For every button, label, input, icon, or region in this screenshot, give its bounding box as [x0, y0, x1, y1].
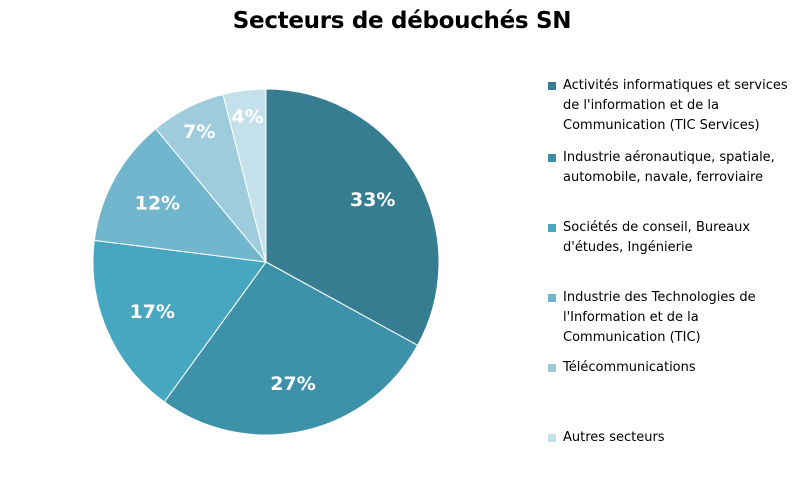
legend-label-6: Autres secteurs [563, 430, 665, 445]
legend-item-3: Sociétés de conseil, Bureaux d'études, I… [548, 218, 800, 258]
legend-swatch-5 [548, 364, 556, 372]
pie-slice-3 [92, 239, 267, 403]
slice-data-label-1: 33% [350, 189, 395, 211]
legend-swatch-3 [548, 224, 556, 232]
slice-data-label-4: 12% [135, 192, 180, 214]
legend-swatch-1 [548, 82, 556, 90]
pie-slice-4 [93, 127, 268, 263]
pie-slice-2 [163, 261, 419, 436]
legend-swatch-2 [548, 154, 556, 162]
pie-slice-6 [222, 88, 267, 263]
slice-data-label-5: 7% [183, 121, 215, 143]
legend-item-4: Industrie des Technologies de l'Informat… [548, 288, 800, 348]
legend-item-2: Industrie aéronautique, spatiale, automo… [548, 148, 800, 188]
legend-label-4: Industrie des Technologies de l'Informat… [563, 290, 756, 345]
legend-swatch-4 [548, 294, 556, 302]
legend-swatch-6 [548, 434, 556, 442]
slice-data-label-2: 27% [270, 373, 315, 395]
legend-item-1: Activités informatiques et services de l… [548, 76, 800, 136]
legend-item-5: Télécommunications [548, 358, 800, 378]
legend-item-6: Autres secteurs [548, 428, 800, 448]
pie-slice-1 [265, 88, 440, 347]
legend-label-1: Activités informatiques et services de l… [563, 78, 788, 133]
legend-label-5: Télécommunications [563, 360, 696, 375]
slice-data-label-3: 17% [129, 301, 174, 323]
chart-title: Secteurs de débouchés SN [232, 8, 572, 34]
legend-label-3: Sociétés de conseil, Bureaux d'études, I… [563, 220, 751, 255]
slice-data-label-6: 4% [231, 106, 263, 128]
legend-label-2: Industrie aéronautique, spatiale, automo… [563, 150, 775, 185]
